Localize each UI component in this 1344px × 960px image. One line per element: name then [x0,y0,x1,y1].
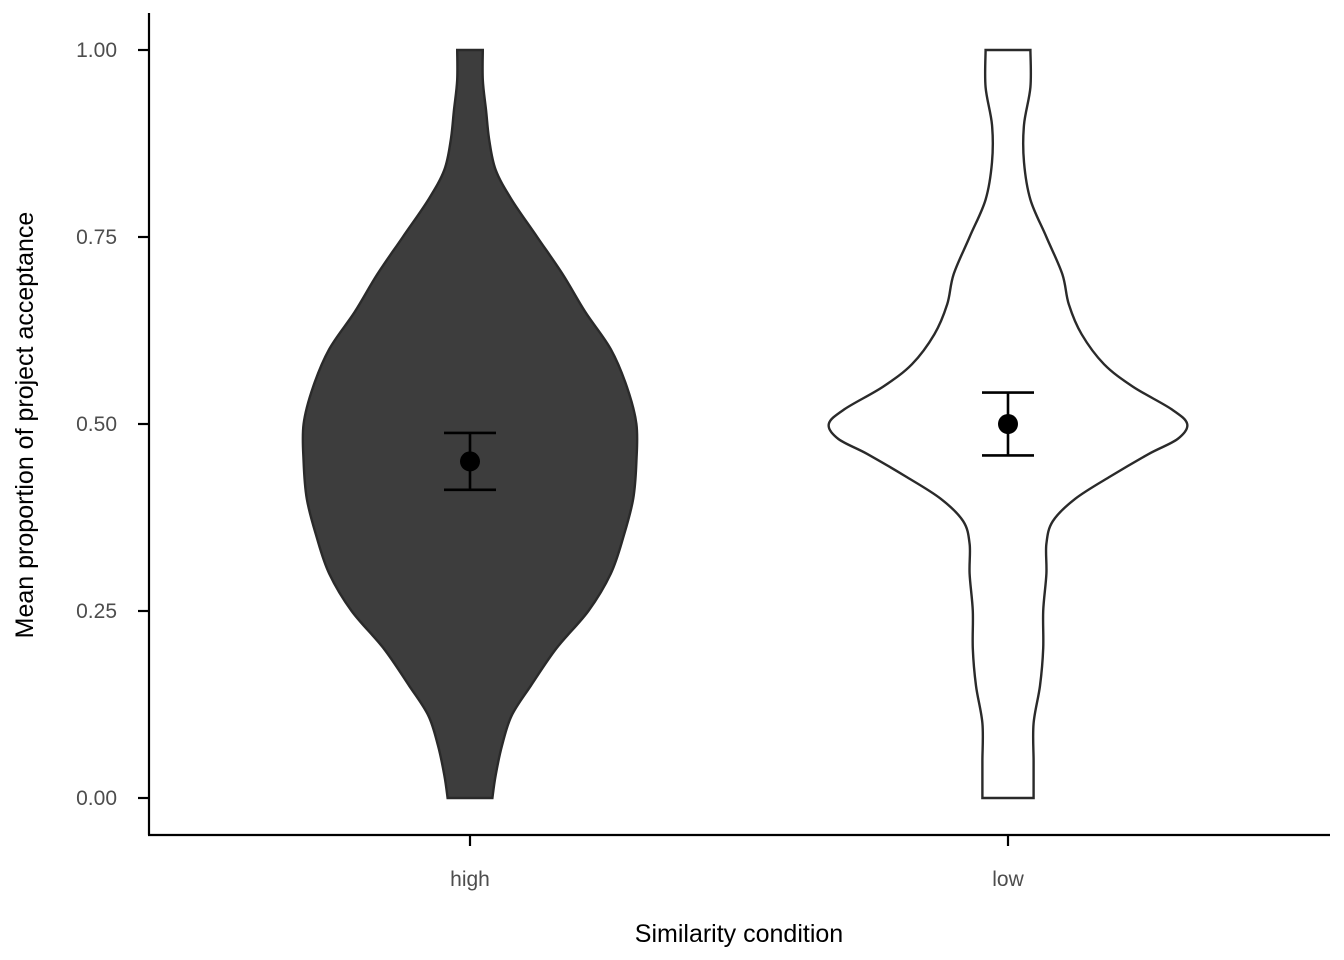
violin-high [301,48,639,800]
y-axis: 0.00 0.25 0.50 0.75 1.00 [76,13,151,835]
x-tick-label-high: high [450,868,490,891]
y-tick-label: 0.50 [76,413,117,436]
x-axis: high low [148,833,1330,891]
y-axis-title: Mean proportion of project acceptance [11,212,39,639]
y-tick-label: 0.00 [76,787,117,810]
y-tick-label: 0.75 [76,226,117,249]
y-tick-label: 1.00 [76,39,117,62]
errorbars-layer [444,391,1034,492]
mean-point-high [460,451,480,472]
violins-layer [301,48,1189,800]
y-tick-label: 0.25 [76,600,117,623]
mean-point-low [998,414,1018,434]
x-axis-title: Similarity condition [635,920,843,948]
x-tick-label-low: low [992,868,1024,891]
